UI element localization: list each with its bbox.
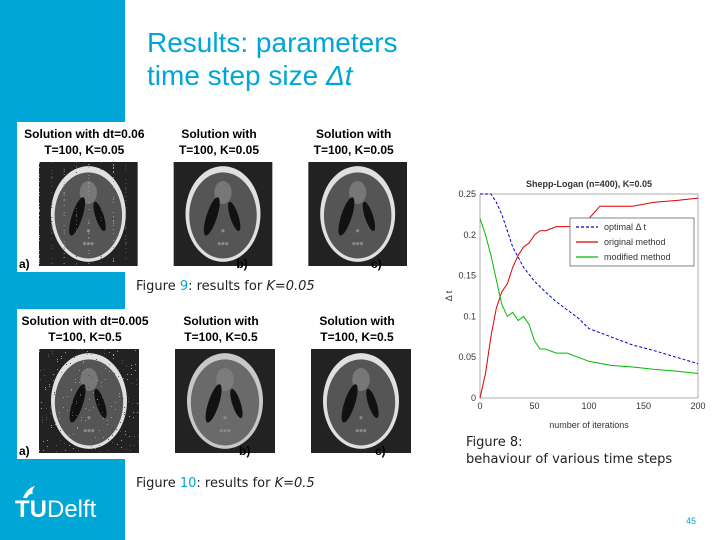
figure9-image: Solution with dt=0.06 T=100, K=0.05 a) Solu…: [17, 122, 421, 272]
figure10-caption-mid: : results for: [196, 476, 275, 491]
figure10-caption-prefix: Figure: [136, 476, 180, 491]
chart-title: Shepp-Logan (n=400), K=0.05: [526, 179, 652, 189]
figure9-panel-1-letter: a): [19, 257, 30, 271]
figure10-panel-1-letter: a): [19, 444, 30, 458]
figure8-caption: Figure 8: behaviour of various time step…: [466, 434, 672, 468]
figure10-caption-var: K=0.5: [274, 476, 315, 491]
figure10-panel-3-params: T=100, K=0.5: [320, 330, 394, 344]
figure10-panel-3-image: [311, 349, 411, 453]
x-axis-label: number of iterations: [549, 420, 629, 430]
x-tick-label: 50: [529, 401, 539, 411]
figure9-panel-1-title: Solution with dt=0.06: [24, 127, 145, 141]
figure10-panel-1-params: T=100, K=0.5: [48, 330, 122, 344]
figure9-caption-prefix: Figure: [136, 279, 180, 294]
x-tick-label: 200: [690, 401, 705, 411]
legend-label-3: modified method: [604, 252, 671, 262]
figure10-panel-2-title: Solution with: [183, 314, 258, 328]
figure10-panel-1-title: Solution with dt=0.005: [21, 314, 148, 328]
y-axis-label: Δ t: [444, 290, 454, 301]
title-symbol: Δt: [325, 60, 353, 91]
figure9-caption-number: 9: [179, 279, 189, 294]
figure9-panel-3-title: Solution with: [316, 127, 391, 141]
page-number: 45: [686, 516, 697, 526]
figure10-image: Solution with dt=0.005 T=100, K=0.5 a) Solu…: [17, 309, 425, 459]
figure9-panel-2-title: Solution with: [181, 127, 256, 141]
figure10-panel-2-image: [175, 349, 275, 453]
figure9-panel-2-letter: b): [236, 257, 247, 271]
series-line-1: [480, 193, 699, 365]
x-tick-label: 0: [477, 401, 482, 411]
figure10-caption-number: 10: [179, 476, 197, 491]
flame-icon: [23, 486, 35, 498]
y-tick-label: 0.15: [458, 271, 476, 281]
legend-label-2: original method: [604, 237, 666, 247]
title-line-2-text: time step size: [147, 60, 326, 91]
figure8-caption-line1: Figure 8:: [466, 435, 523, 450]
figure10-panel-2-params: T=100, K=0.5: [184, 330, 258, 344]
logo-delft: Delft: [47, 496, 97, 523]
figure8-chart-svg: Shepp-Logan (n=400), K=0.05 0 50 100 150 200 0…: [444, 179, 706, 430]
figure10-panel-2-letter: b): [239, 444, 250, 458]
y-tick-label: 0.25: [458, 189, 476, 199]
figure8-chart: Shepp-Logan (n=400), K=0.05 0 50 100 150 200 0…: [440, 176, 706, 434]
x-tick-label: 150: [636, 401, 651, 411]
slide-title: Results: parameters time step size Δt: [147, 26, 398, 92]
figure9-panel-2-image: [173, 162, 273, 266]
title-line-2: time step size Δt: [147, 59, 398, 92]
figure10-panel-3-title: Solution with: [319, 314, 394, 328]
figure9-caption-mid: : results for: [188, 279, 267, 294]
tudelft-logo: TUDelft: [15, 486, 97, 524]
figure9-caption: Figure 9: results for K=0.05: [136, 279, 315, 294]
figure9-panels: Solution with dt=0.06 T=100, K=0.05 a) Solu…: [19, 127, 407, 271]
figure9-panel-1-params: T=100, K=0.05: [44, 143, 124, 157]
figure9-panel-3-letter: c): [371, 257, 382, 271]
y-tick-label: 0.2: [463, 230, 476, 240]
legend-label-1: optimal Δ t: [604, 222, 647, 232]
figure8-caption-line2: behaviour of various time steps: [466, 452, 673, 467]
figure9-panel-1-image: [39, 162, 138, 266]
logo-tu: TU: [15, 496, 47, 523]
y-tick-label: 0.05: [458, 352, 476, 362]
figure10-panel-1-image: [39, 349, 139, 453]
figure9-panel-2-params: T=100, K=0.05: [179, 143, 259, 157]
figure9-panel-3-params: T=100, K=0.05: [314, 143, 394, 157]
figure10-caption: Figure 10: results for K=0.5: [136, 476, 315, 491]
x-tick-label: 100: [581, 401, 596, 411]
figure10-panel-3-letter: c): [375, 444, 386, 458]
figure9-panel-3-image: [308, 162, 407, 266]
y-tick-label: 0: [471, 393, 476, 403]
title-line-1: Results: parameters: [147, 27, 398, 58]
figure9-caption-var: K=0.05: [266, 279, 315, 294]
y-tick-label: 0.1: [463, 311, 476, 321]
figure10-panels: Solution with dt=0.005 T=100, K=0.5 a) Solu…: [19, 314, 411, 458]
series-line-3: [479, 218, 699, 374]
